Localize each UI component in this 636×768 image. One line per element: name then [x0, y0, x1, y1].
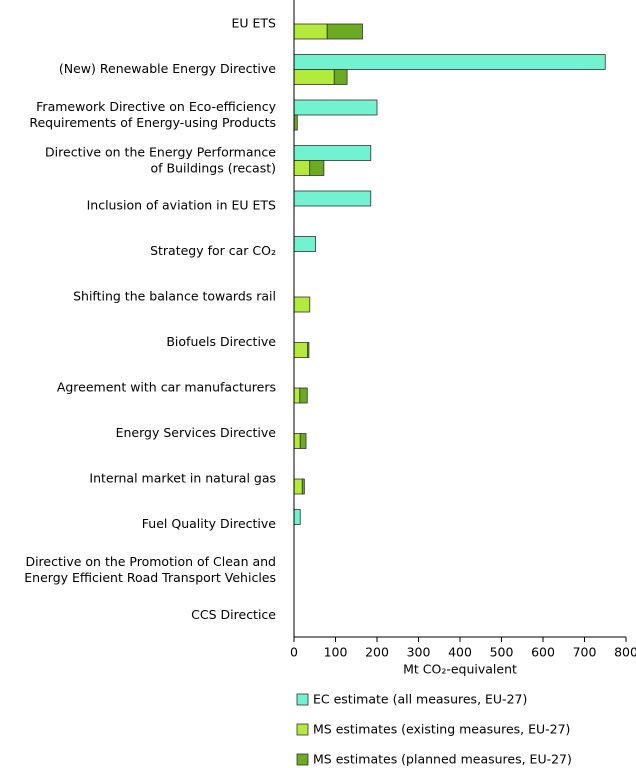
category-label: Fuel Quality Directive	[142, 516, 277, 531]
category-label: Energy Services Directive	[116, 425, 277, 440]
x-tick-label: 200	[365, 645, 389, 660]
x-tick-label: 400	[448, 645, 472, 660]
bar	[293, 387, 301, 404]
legend-swatch	[296, 723, 309, 736]
bar	[293, 509, 301, 525]
x-tick-label: 600	[531, 645, 555, 660]
bar	[307, 342, 310, 358]
x-tick-label: 300	[407, 645, 431, 660]
x-axis-label: Mt CO₂-equivalent	[403, 662, 517, 677]
legend-label: EC estimate (all measures, EU-27)	[313, 692, 527, 707]
bar	[301, 478, 305, 495]
bar	[333, 69, 348, 85]
bar	[299, 387, 308, 404]
legend-swatch	[296, 693, 309, 706]
category-label: Inclusion of aviation in EU ETS	[87, 198, 276, 213]
bar	[293, 99, 378, 116]
x-tick-label: 500	[490, 645, 514, 660]
legend-swatch	[296, 753, 309, 766]
x-tick-label: 100	[324, 645, 348, 660]
category-label: Strategy for car CO₂	[150, 243, 276, 258]
bar	[326, 23, 363, 40]
category-label: (New) Renewable Energy Directive	[59, 61, 276, 76]
category-label: Internal market in natural gas	[89, 471, 276, 486]
bar	[293, 190, 372, 207]
category-label: Directive on the Energy Performance of Bu…	[45, 144, 276, 175]
category-label: Framework Directive on Eco-efficiency Req…	[29, 99, 276, 130]
legend-label: MS estimates (existing measures, EU-27)	[313, 722, 570, 737]
category-label: Directive on the Promotion of Clean and E…	[24, 554, 276, 585]
x-tick-label: 0	[290, 645, 298, 660]
bar	[293, 433, 301, 449]
bar	[309, 160, 325, 176]
category-label: Biofuels Directive	[166, 334, 276, 349]
bar	[299, 433, 307, 449]
bar	[293, 160, 311, 176]
category-label: Agreement with car manufacturers	[57, 380, 276, 395]
bar	[293, 296, 311, 313]
x-tick-label: 800	[614, 645, 636, 660]
x-tick-label: 700	[573, 645, 597, 660]
bar	[293, 478, 303, 495]
bar	[293, 54, 606, 70]
category-label: EU ETS	[232, 16, 277, 31]
legend-label: MS estimates (planned measures, EU-27)	[313, 752, 572, 767]
category-label: CCS Directice	[191, 607, 276, 622]
bar	[293, 236, 316, 252]
bar	[293, 342, 309, 358]
bar	[293, 23, 328, 40]
category-label: Shifting the balance towards rail	[73, 289, 276, 304]
bar	[293, 69, 335, 85]
bar	[293, 145, 372, 161]
